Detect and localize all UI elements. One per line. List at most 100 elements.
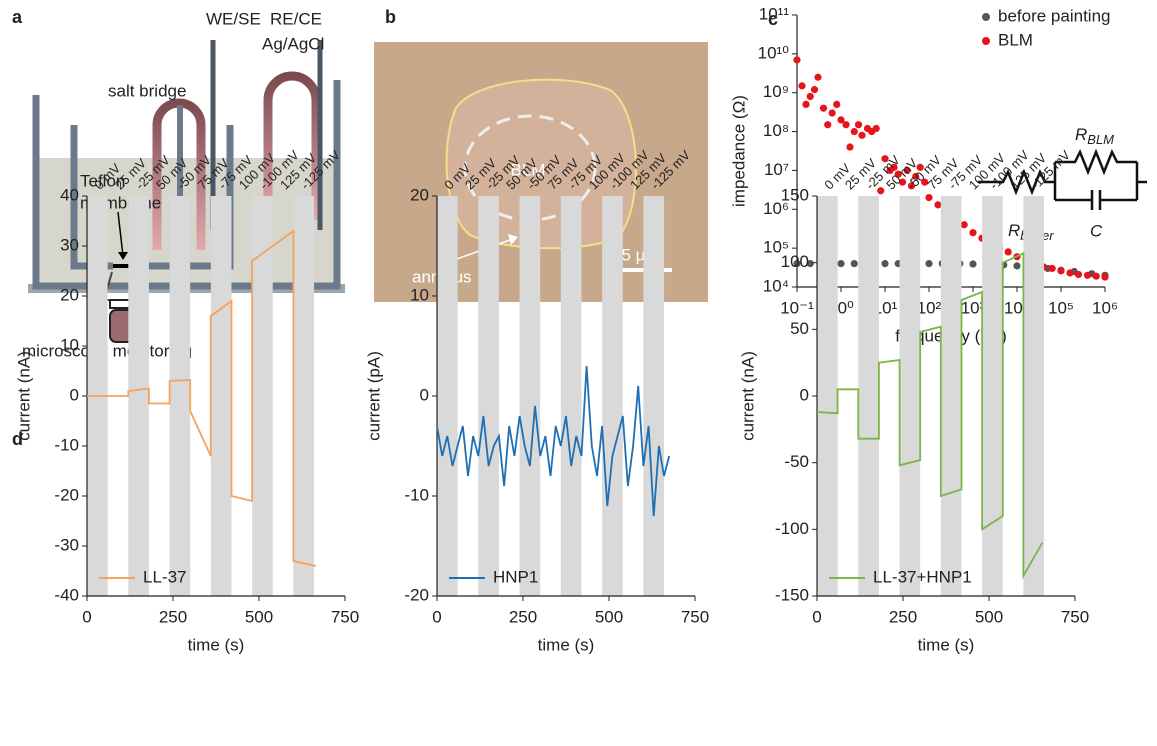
x-axis-label: time (s) — [188, 635, 245, 654]
voltage-band — [210, 196, 232, 596]
point — [1048, 264, 1056, 273]
point — [1092, 272, 1100, 280]
resistor-buffer — [978, 168, 1055, 196]
y-tick-label: -150 — [775, 585, 809, 604]
point — [925, 260, 933, 268]
label: WE/SE — [206, 9, 261, 28]
y-axis-label: current (nA) — [14, 351, 33, 441]
x-tick-label: 10² — [917, 298, 942, 317]
y-axis-label: impedance (Ω) — [729, 95, 748, 207]
point — [1057, 267, 1065, 275]
label: R — [1075, 125, 1087, 144]
point — [850, 127, 858, 136]
capacitor — [1090, 190, 1102, 210]
x-tick-label: 750 — [331, 607, 359, 626]
legend-marker — [982, 13, 990, 21]
point — [798, 82, 806, 90]
point — [877, 187, 885, 195]
y-tick-label: 20 — [60, 285, 79, 304]
label: Teflon — [80, 171, 125, 190]
x-tick-label: 500 — [975, 607, 1003, 626]
point — [833, 100, 841, 109]
point — [881, 260, 889, 268]
y-tick-label: 10 — [60, 335, 79, 354]
x-axis-label: time (s) — [538, 635, 595, 654]
point — [842, 121, 850, 129]
point — [890, 163, 898, 171]
legend-label: before painting — [998, 6, 1110, 25]
voltage-band — [169, 196, 191, 596]
panel-label: c — [768, 9, 778, 29]
point — [806, 260, 814, 268]
point — [907, 182, 916, 190]
y-tick-label: -20 — [404, 585, 429, 604]
x-tick-label: 10⁵ — [1048, 298, 1074, 317]
y-tick-label: -10 — [54, 435, 79, 454]
y-tick-label: -50 — [784, 452, 809, 471]
y-tick-label: -40 — [54, 585, 79, 604]
y-tick-label: 50 — [790, 319, 809, 338]
point — [1004, 248, 1012, 256]
panel-label: d — [12, 429, 23, 449]
point — [814, 73, 822, 81]
circuit-label: C — [1090, 221, 1103, 240]
voltage-band — [1023, 196, 1045, 596]
point — [850, 260, 858, 268]
label: Ag/AgCl — [262, 34, 324, 53]
y-tick-label: 10⁶ — [763, 199, 789, 218]
y-tick-label: 0 — [70, 385, 79, 404]
point — [854, 121, 863, 129]
point — [934, 201, 942, 209]
point — [1101, 273, 1109, 281]
point — [846, 143, 854, 151]
y-tick-label: 10⁸ — [763, 121, 789, 140]
voltage-band — [940, 196, 962, 596]
voltage-band — [817, 196, 838, 596]
y-tick-label: 150 — [781, 185, 809, 204]
point — [810, 86, 819, 94]
point — [1066, 269, 1074, 277]
arrow-head — [118, 252, 128, 260]
x-tick-label: 10⁻¹ — [780, 298, 814, 317]
y-tick-label: 100 — [781, 252, 809, 271]
voltage-band — [982, 196, 1003, 596]
label: BLM — [1087, 132, 1114, 147]
x-axis-label: time (s) — [918, 635, 975, 654]
y-tick-label: 0 — [800, 385, 809, 404]
line — [436, 365, 671, 517]
salt-bridge-2 — [263, 71, 321, 220]
point — [837, 116, 845, 124]
point — [872, 124, 880, 133]
y-tick-label: 10⁵ — [763, 238, 789, 257]
salt-bridge-1 — [152, 98, 206, 250]
legend-label: BLM — [998, 30, 1033, 49]
resistor-blm — [1053, 148, 1147, 202]
x-tick-label: 0 — [812, 607, 821, 626]
y-tick-label: 20 — [410, 185, 429, 204]
panel-label: a — [12, 7, 23, 27]
point — [828, 109, 836, 117]
x-tick-label: 0 — [82, 607, 91, 626]
label: RE/CE — [270, 9, 322, 28]
x-tick-label: 250 — [509, 607, 537, 626]
point — [921, 178, 929, 186]
point — [824, 121, 832, 129]
x-tick-label: 10¹ — [873, 298, 898, 317]
circuit-label: RBLM — [1075, 125, 1114, 147]
point — [837, 260, 845, 268]
y-axis-label: current (nA) — [738, 351, 757, 441]
arrow — [117, 211, 124, 257]
label: salt bridge — [108, 81, 186, 100]
point — [806, 92, 814, 101]
point — [793, 260, 801, 268]
point — [894, 170, 902, 178]
point — [802, 100, 810, 109]
voltage-band — [899, 196, 921, 596]
y-tick-label: 0 — [420, 385, 429, 404]
y-tick-label: 40 — [60, 185, 79, 204]
point — [881, 155, 889, 163]
y-tick-label: -20 — [54, 485, 79, 504]
x-tick-label: 750 — [681, 607, 709, 626]
point — [916, 163, 924, 171]
